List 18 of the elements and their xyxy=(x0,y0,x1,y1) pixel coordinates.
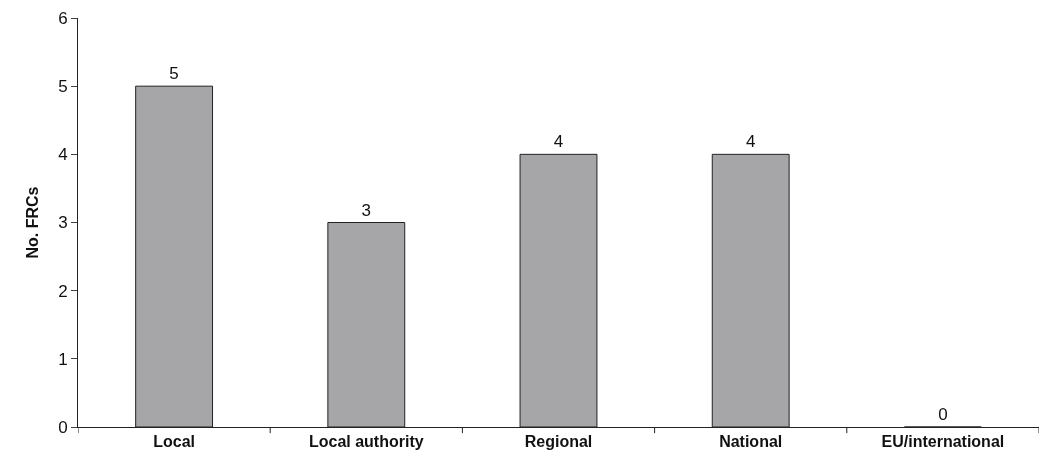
y-tick-label: 3 xyxy=(58,213,68,233)
y-tick-label: 0 xyxy=(58,417,68,437)
data-label: 4 xyxy=(553,132,564,152)
x-tick-label: Regional xyxy=(524,433,593,451)
x-tick-label: EU/international xyxy=(881,433,1005,451)
y-tick-label: 2 xyxy=(58,281,68,301)
y-tick-label: 6 xyxy=(58,8,68,28)
x-tick-label: Local xyxy=(153,433,195,451)
y-tick-label: 4 xyxy=(58,145,68,165)
data-label: 0 xyxy=(938,405,948,424)
y-tick-label: 5 xyxy=(58,77,68,97)
data-label: 4 xyxy=(745,132,756,152)
y-tick-label: 1 xyxy=(58,349,68,369)
y-axis-title: No. FRCs xyxy=(24,186,42,259)
data-label: 3 xyxy=(361,200,372,220)
x-tick-label: Local authority xyxy=(308,433,424,451)
data-label: 5 xyxy=(169,64,179,84)
x-tick-label: National xyxy=(719,433,783,451)
